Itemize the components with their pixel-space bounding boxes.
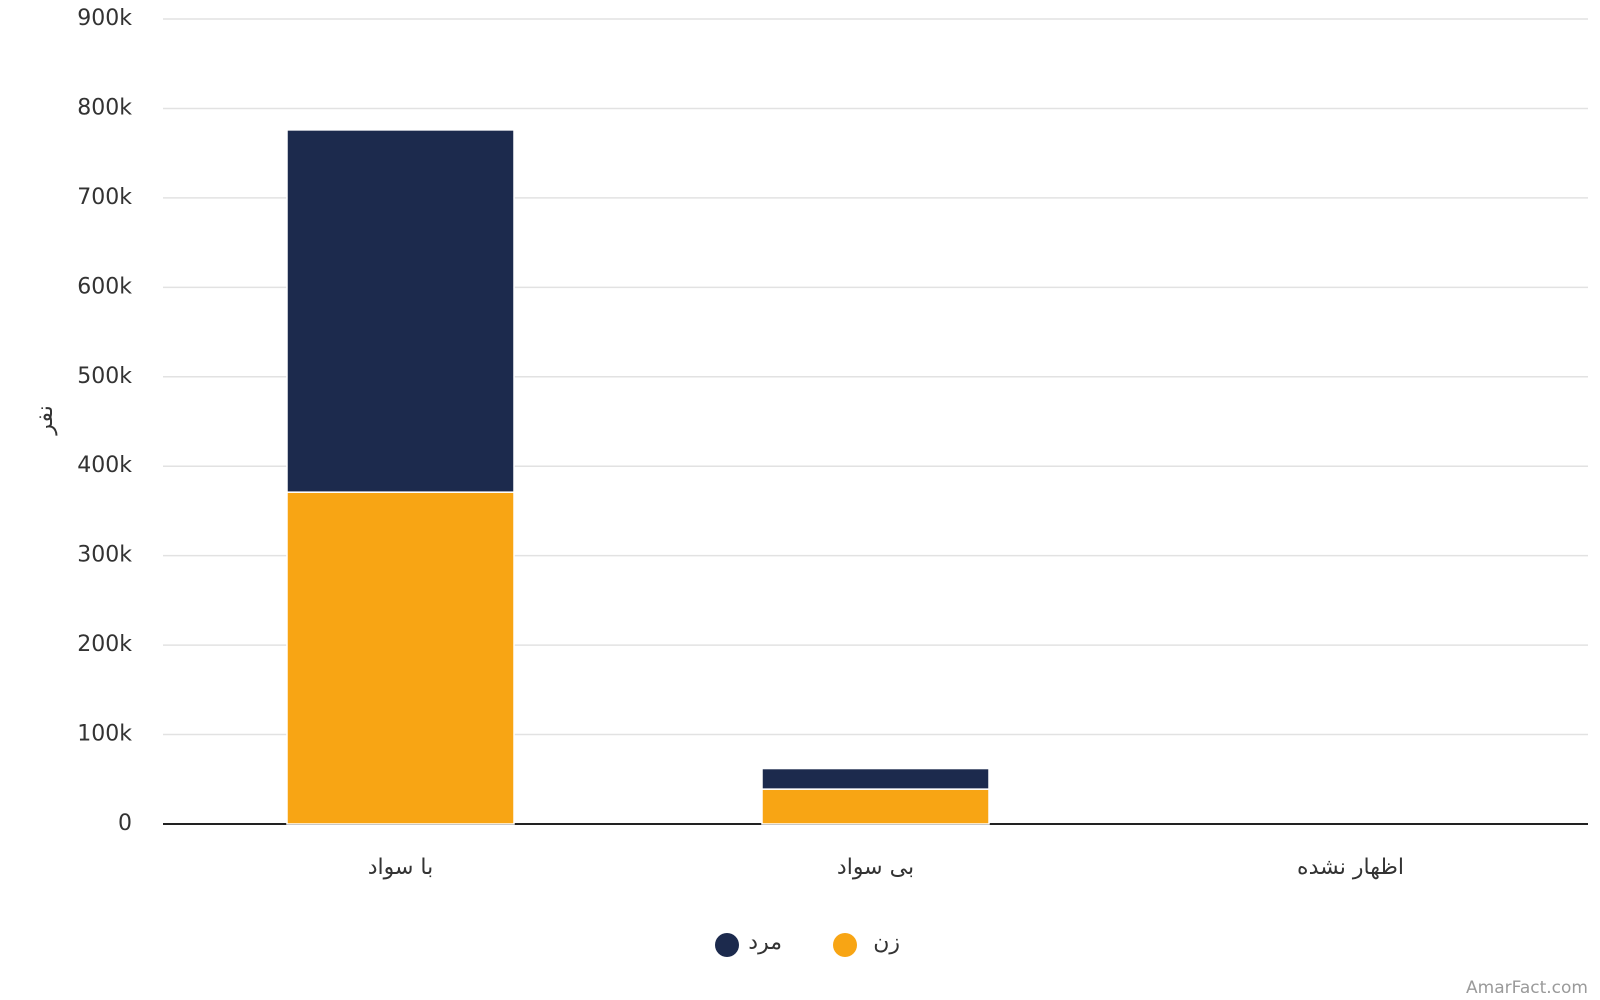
legend-label: مرد — [748, 930, 782, 955]
x-tick-label: اظهار نشده — [1297, 855, 1404, 880]
y-tick-label: 900k — [77, 6, 132, 31]
x-tick-label: بی سواد — [837, 855, 914, 880]
y-tick-label: 500k — [77, 364, 132, 389]
y-tick-label: 800k — [77, 95, 132, 120]
y-tick-label: 400k — [77, 453, 132, 478]
watermark: AmarFact.com — [1466, 978, 1588, 998]
y-axis-title: نفر — [33, 405, 58, 435]
y-tick-label: 600k — [77, 274, 132, 299]
y-tick-label: 100k — [77, 722, 132, 747]
bar-segment — [286, 129, 515, 493]
y-tick-label: 300k — [77, 543, 132, 568]
y-tick-label: 0 — [118, 811, 132, 836]
bar-segment — [761, 788, 990, 825]
legend-marker — [833, 933, 857, 957]
bar-segment — [761, 767, 990, 790]
x-tick-label: با سواد — [368, 855, 434, 880]
y-tick-label: 200k — [77, 632, 132, 657]
y-tick-label: 700k — [77, 185, 132, 210]
legend-marker — [715, 933, 739, 957]
legend-label: زن — [873, 930, 900, 955]
bar-segment — [286, 491, 515, 825]
